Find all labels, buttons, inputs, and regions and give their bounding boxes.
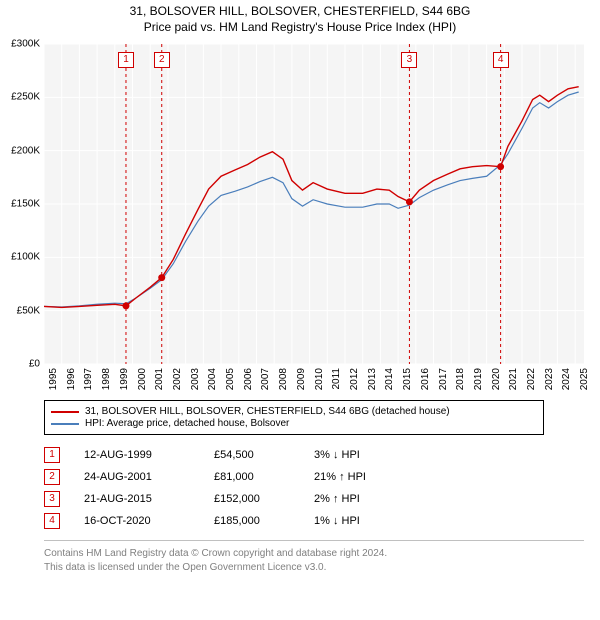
x-tick-label: 2025 — [579, 368, 590, 390]
event-diff: 21% ↑ HPI — [314, 471, 434, 483]
event-date: 16-OCT-2020 — [84, 515, 214, 527]
x-tick-label: 1998 — [101, 368, 112, 390]
event-row: 2 24-AUG-2001£81,00021% ↑ HPI — [44, 466, 564, 488]
x-tick-label: 2022 — [526, 368, 537, 390]
legend-item: 31, BOLSOVER HILL, BOLSOVER, CHESTERFIEL… — [51, 406, 537, 417]
x-tick-label: 2009 — [296, 368, 307, 390]
x-tick-label: 2003 — [190, 368, 201, 390]
event-date: 12-AUG-1999 — [84, 449, 214, 461]
x-tick-label: 1996 — [66, 368, 77, 390]
y-tick-label: £300K — [11, 39, 40, 50]
legend-label: HPI: Average price, detached house, Bols… — [85, 418, 289, 429]
x-tick-label: 2017 — [438, 368, 449, 390]
legend-swatch — [51, 423, 79, 425]
legend: 31, BOLSOVER HILL, BOLSOVER, CHESTERFIEL… — [44, 400, 544, 435]
y-tick-label: £0 — [29, 359, 40, 370]
sale-marker-box: 4 — [493, 52, 509, 68]
event-number-box: 4 — [44, 513, 60, 529]
x-tick-label: 2008 — [278, 368, 289, 390]
x-tick-label: 2014 — [384, 368, 395, 390]
x-tick-label: 2021 — [508, 368, 519, 390]
y-tick-label: £200K — [11, 145, 40, 156]
event-table: 112-AUG-1999£54,5003% ↓ HPI224-AUG-2001£… — [44, 444, 564, 532]
footer: Contains HM Land Registry data © Crown c… — [44, 540, 564, 575]
x-tick-label: 1995 — [48, 368, 59, 390]
x-tick-label: 2013 — [367, 368, 378, 390]
x-tick-label: 2019 — [473, 368, 484, 390]
footer-line2: This data is licensed under the Open Gov… — [44, 561, 564, 575]
x-tick-label: 2024 — [561, 368, 572, 390]
x-tick-label: 1999 — [119, 368, 130, 390]
event-number-box: 1 — [44, 447, 60, 463]
x-tick-label: 2001 — [154, 368, 165, 390]
y-tick-label: £250K — [11, 92, 40, 103]
event-date: 21-AUG-2015 — [84, 493, 214, 505]
event-price: £81,000 — [214, 471, 314, 483]
event-row: 1 12-AUG-1999£54,5003% ↓ HPI — [44, 444, 564, 466]
x-tick-label: 2018 — [455, 368, 466, 390]
x-tick-label: 2016 — [420, 368, 431, 390]
legend-item: HPI: Average price, detached house, Bols… — [51, 418, 537, 429]
event-row: 4 16-OCT-2020£185,0001% ↓ HPI — [44, 510, 564, 532]
x-tick-label: 2006 — [243, 368, 254, 390]
event-date: 24-AUG-2001 — [84, 471, 214, 483]
sale-marker-box: 1 — [118, 52, 134, 68]
event-diff: 1% ↓ HPI — [314, 515, 434, 527]
event-price: £152,000 — [214, 493, 314, 505]
title-address: 31, BOLSOVER HILL, BOLSOVER, CHESTERFIEL… — [0, 4, 600, 18]
y-tick-label: £100K — [11, 252, 40, 263]
x-tick-label: 1997 — [83, 368, 94, 390]
x-tick-label: 2011 — [331, 368, 342, 390]
y-tick-label: £150K — [11, 199, 40, 210]
x-tick-label: 2007 — [260, 368, 271, 390]
event-diff: 3% ↓ HPI — [314, 449, 434, 461]
x-tick-label: 2020 — [491, 368, 502, 390]
x-tick-label: 2000 — [137, 368, 148, 390]
sale-marker-box: 2 — [154, 52, 170, 68]
legend-swatch — [51, 411, 79, 413]
x-tick-label: 2010 — [314, 368, 325, 390]
footer-divider — [44, 540, 584, 541]
x-tick-label: 2004 — [207, 368, 218, 390]
x-tick-label: 2012 — [349, 368, 360, 390]
x-tick-label: 2005 — [225, 368, 236, 390]
legend-label: 31, BOLSOVER HILL, BOLSOVER, CHESTERFIEL… — [85, 406, 450, 417]
event-price: £54,500 — [214, 449, 314, 461]
y-tick-label: £50K — [17, 305, 40, 316]
event-number-box: 2 — [44, 469, 60, 485]
chart-plot-area: £0£50K£100K£150K£200K£250K£300K199519961… — [44, 44, 584, 364]
x-tick-label: 2002 — [172, 368, 183, 390]
event-row: 3 21-AUG-2015£152,0002% ↑ HPI — [44, 488, 564, 510]
title-subtitle: Price paid vs. HM Land Registry's House … — [0, 20, 600, 34]
sale-marker-box: 3 — [401, 52, 417, 68]
event-number-box: 3 — [44, 491, 60, 507]
chart-svg — [44, 44, 584, 364]
x-tick-label: 2015 — [402, 368, 413, 390]
event-price: £185,000 — [214, 515, 314, 527]
footer-line1: Contains HM Land Registry data © Crown c… — [44, 547, 564, 561]
event-diff: 2% ↑ HPI — [314, 493, 434, 505]
x-tick-label: 2023 — [544, 368, 555, 390]
